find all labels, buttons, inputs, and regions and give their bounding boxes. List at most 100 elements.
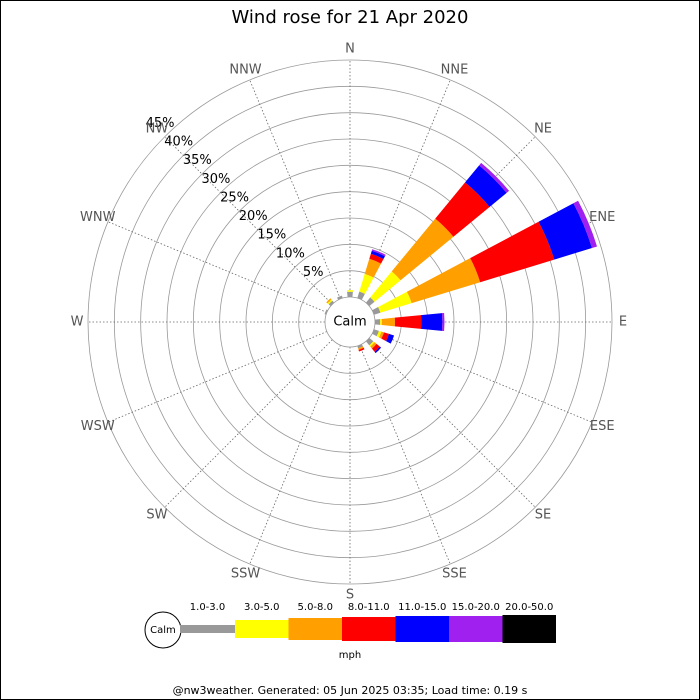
wind-bar — [394, 315, 422, 329]
legend-calm-label: Calm — [150, 625, 176, 636]
wind-bar — [441, 312, 445, 332]
spoke — [107, 331, 328, 423]
spoke — [359, 344, 451, 565]
calm-circle — [324, 296, 376, 348]
direction-label: ENE — [589, 210, 615, 225]
direction-label: WNW — [80, 210, 116, 225]
r-tick-label: 30% — [201, 172, 230, 187]
wind-bar — [386, 333, 395, 344]
legend-unit: mph — [339, 650, 361, 661]
r-tick-label: 25% — [220, 190, 249, 205]
legend-label: 20.0-50.0 — [505, 602, 553, 613]
wind-bar — [328, 300, 335, 307]
r-tick-label: 15% — [257, 228, 286, 243]
wind-bar — [364, 258, 382, 278]
direction-label: W — [71, 315, 84, 330]
grid: 5% 10% 15% 20% 25% 30% 35% 40% 45% N NNE NE ENE E ESE S… — [71, 42, 628, 603]
spoke — [164, 136, 333, 305]
direction-label: SSE — [442, 567, 467, 582]
r-tick-label: 10% — [276, 246, 305, 261]
direction-label: NNE — [441, 62, 469, 77]
direction-label: SW — [146, 508, 167, 523]
ring — [140, 112, 560, 532]
spoke — [249, 344, 341, 565]
wind-bar — [337, 295, 343, 300]
direction-label: NW — [146, 121, 169, 136]
legend-label: 1.0-3.0 — [190, 602, 225, 613]
ring — [192, 164, 508, 480]
wind-bar — [324, 309, 328, 315]
direction-label: WSW — [81, 419, 115, 434]
bars — [324, 162, 598, 354]
legend-swatch — [342, 617, 396, 641]
spoke — [249, 79, 341, 300]
r-tick-label: 5% — [303, 265, 324, 280]
direction-label: SE — [535, 508, 551, 523]
chart-title: Wind rose for 21 Apr 2020 — [232, 7, 469, 28]
wind-bar — [435, 182, 490, 237]
wind-bar — [406, 258, 481, 304]
wind-bar — [421, 313, 443, 331]
r-tick-label: 20% — [239, 209, 268, 224]
direction-label: NE — [534, 121, 552, 136]
wind-bar — [470, 221, 555, 283]
r-tick-label: 40% — [164, 135, 193, 150]
wind-bar — [372, 329, 379, 337]
wind-bar — [371, 343, 380, 352]
direction-label: S — [346, 588, 354, 603]
legend-swatch — [180, 625, 235, 633]
calm-label: Calm — [333, 315, 366, 330]
wind-bar — [381, 317, 396, 327]
legend-swatch — [449, 616, 503, 642]
wind-bar — [370, 271, 401, 302]
ring — [245, 217, 455, 427]
r-tick-label: 35% — [183, 153, 212, 168]
wind-bar — [358, 346, 364, 350]
direction-label: ESE — [590, 419, 615, 434]
wind-bar — [359, 273, 374, 294]
wind-bar — [370, 250, 385, 260]
wind-bar — [369, 253, 384, 264]
wind-bar — [346, 290, 354, 292]
legend-swatch — [235, 620, 289, 638]
spoke — [164, 339, 333, 508]
wind-bar — [391, 218, 454, 281]
wind-bar — [380, 318, 382, 326]
legend-swatch — [288, 618, 342, 640]
wind-bar — [365, 297, 375, 307]
r-tick-label: 45% — [146, 116, 175, 131]
spoke — [367, 339, 536, 508]
wind-bar — [465, 165, 507, 207]
wind-bar — [372, 307, 381, 315]
wind-bar — [369, 341, 375, 347]
wind-bar — [371, 249, 386, 257]
legend-swatch — [502, 615, 556, 643]
wind-bar — [327, 299, 333, 305]
direction-label: N — [345, 42, 355, 57]
legend-label: 15.0-20.0 — [452, 602, 500, 613]
footer: @nw3weather. Generated: 05 Jun 2025 03:3… — [173, 684, 528, 697]
direction-label: SSW — [231, 567, 261, 582]
legend: Calm mph 1.0-3.0 3.0-5.0 5.0-8.0 8.0-11.0 11… — [144, 602, 556, 661]
wind-bar — [573, 200, 598, 249]
wind-bar — [538, 203, 592, 260]
wind-bar — [374, 319, 381, 325]
ring — [87, 59, 613, 585]
spoke — [107, 221, 328, 313]
wind-bar — [379, 331, 384, 339]
legend-label: 11.0-15.0 — [398, 602, 446, 613]
direction-label: E — [619, 315, 627, 330]
wind-bar — [479, 162, 510, 193]
wind-bar — [347, 291, 353, 298]
wind-bar — [357, 291, 365, 300]
wind-bar — [326, 298, 332, 304]
legend-label: 5.0-8.0 — [298, 602, 333, 613]
legend-label: 8.0-11.0 — [348, 602, 390, 613]
spoke — [372, 331, 593, 423]
wind-bar — [358, 347, 365, 352]
wind-bar — [374, 346, 382, 354]
direction-label: NNW — [229, 62, 261, 77]
wind-bar — [370, 342, 377, 349]
legend-swatch — [395, 616, 449, 642]
